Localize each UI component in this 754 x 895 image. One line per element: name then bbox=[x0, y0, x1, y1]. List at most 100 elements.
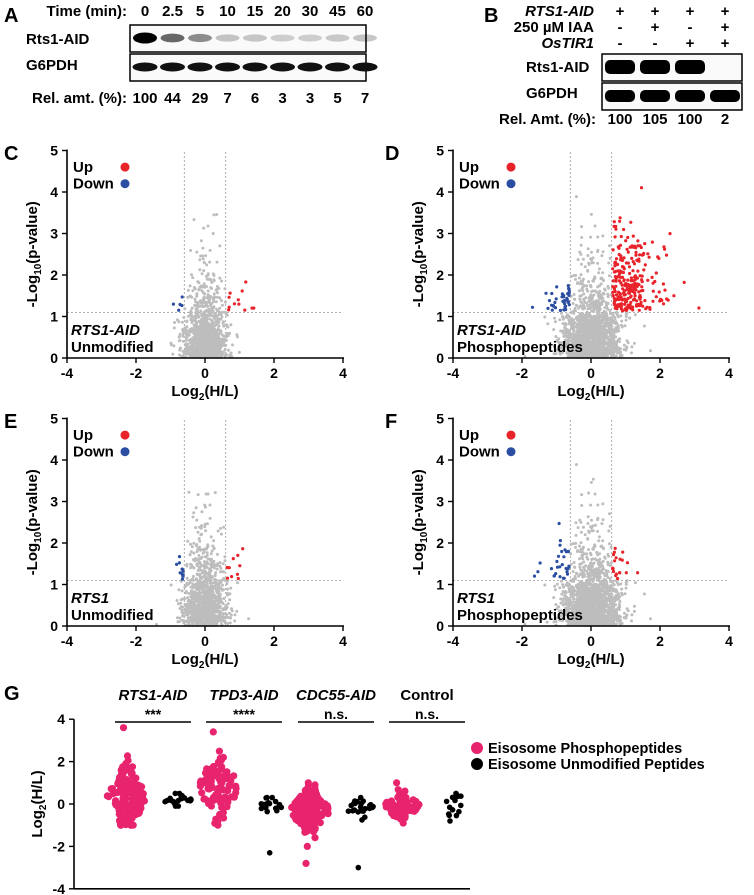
point-nonsig bbox=[199, 533, 203, 537]
point-nonsig bbox=[220, 299, 223, 303]
point-nonsig bbox=[185, 562, 189, 566]
point-nonsig bbox=[572, 325, 576, 329]
point-nonsig bbox=[560, 592, 564, 596]
point-nonsig bbox=[233, 613, 237, 617]
point-nonsig bbox=[191, 289, 195, 293]
point-nonsig bbox=[591, 524, 595, 528]
point-down bbox=[177, 555, 182, 559]
point-nonsig bbox=[233, 619, 237, 623]
point-nonsig bbox=[208, 503, 212, 507]
point-nonsig bbox=[600, 568, 604, 572]
point-up bbox=[646, 278, 650, 282]
point-nonsig bbox=[609, 320, 613, 324]
point-nonsig bbox=[202, 261, 206, 265]
point-nonsig bbox=[596, 261, 600, 265]
point-nonsig bbox=[187, 329, 191, 333]
point-nonsig bbox=[195, 324, 199, 328]
point-nonsig bbox=[215, 564, 219, 568]
point-up bbox=[663, 288, 667, 292]
point-up bbox=[236, 298, 240, 302]
point-nonsig bbox=[606, 295, 610, 299]
point-nonsig bbox=[186, 348, 190, 352]
rel-amt-values: 100 44 29 7 6 3 3 5 7 bbox=[132, 90, 369, 107]
point-nonsig bbox=[581, 554, 585, 557]
point-nonsig bbox=[208, 325, 211, 329]
point-up bbox=[643, 299, 647, 303]
point-nonsig bbox=[218, 306, 222, 310]
point-nonsig bbox=[182, 621, 186, 625]
point-nonsig bbox=[616, 349, 620, 353]
point-nonsig bbox=[194, 577, 198, 581]
point-nonsig bbox=[594, 299, 598, 303]
rel-amt-value: 44 bbox=[164, 90, 181, 107]
point-nonsig bbox=[196, 604, 200, 607]
y-tick-label: 2 bbox=[436, 267, 444, 283]
point-up bbox=[654, 295, 658, 299]
point-nonsig bbox=[188, 553, 192, 557]
point-nonsig bbox=[590, 321, 594, 325]
point-up bbox=[237, 302, 241, 306]
point-nonsig bbox=[210, 287, 213, 290]
point-nonsig bbox=[590, 250, 593, 254]
condition-sign: - bbox=[618, 19, 623, 36]
point-nonsig bbox=[192, 511, 196, 515]
y-tick-label: 4 bbox=[50, 452, 58, 468]
point-nonsig bbox=[215, 288, 218, 292]
point-nonsig bbox=[588, 551, 592, 555]
point-nonsig bbox=[187, 345, 191, 349]
point-nonsig bbox=[193, 339, 197, 343]
point-nonsig bbox=[182, 339, 185, 343]
b-rel-amt-value: 100 bbox=[677, 111, 702, 128]
point-nonsig bbox=[594, 314, 598, 318]
legend-up-marker bbox=[506, 162, 516, 172]
point-nonsig bbox=[584, 319, 588, 323]
point-nonsig bbox=[226, 587, 229, 591]
point-nonsig bbox=[219, 317, 223, 321]
point-nonsig bbox=[212, 292, 216, 296]
point-nonsig bbox=[205, 285, 208, 288]
point-nonsig bbox=[596, 318, 600, 322]
point-up bbox=[225, 565, 229, 570]
point-nonsig bbox=[195, 583, 199, 587]
point-nonsig bbox=[201, 305, 205, 309]
point-up bbox=[672, 294, 676, 298]
point-up bbox=[636, 269, 640, 273]
point-nonsig bbox=[567, 315, 571, 318]
point-nonsig bbox=[200, 285, 204, 289]
point-nonsig bbox=[203, 338, 207, 342]
point-nonsig bbox=[202, 550, 206, 554]
point-nonsig bbox=[204, 577, 207, 581]
point-nonsig bbox=[605, 323, 609, 327]
y-tick-label: 4 bbox=[436, 184, 444, 200]
point-down bbox=[566, 292, 570, 296]
point-nonsig bbox=[553, 584, 557, 588]
point-nonsig bbox=[207, 590, 211, 594]
point-nonsig bbox=[186, 539, 190, 543]
time-value: 60 bbox=[357, 3, 374, 20]
point-up bbox=[611, 290, 615, 294]
point-nonsig bbox=[583, 284, 586, 288]
x-tick-label: 4 bbox=[725, 365, 733, 381]
point-nonsig bbox=[628, 316, 632, 320]
point-nonsig bbox=[213, 574, 217, 578]
x-tick-label: -4 bbox=[61, 633, 74, 649]
point-nonsig bbox=[180, 320, 184, 324]
point-nonsig bbox=[595, 310, 599, 314]
point-nonsig bbox=[209, 278, 213, 282]
point-up bbox=[620, 298, 625, 302]
point-nonsig bbox=[579, 273, 583, 277]
x-axis-label: Log2(H/L) bbox=[557, 383, 624, 403]
point-down bbox=[550, 308, 554, 312]
point-nonsig bbox=[561, 317, 565, 321]
point-nonsig bbox=[186, 616, 190, 620]
point-nonsig bbox=[606, 307, 610, 311]
point-nonsig bbox=[223, 287, 227, 291]
point-nonsig bbox=[197, 288, 201, 292]
point-down bbox=[181, 569, 185, 573]
point-down bbox=[558, 308, 563, 312]
point-nonsig bbox=[217, 589, 221, 593]
band-g6pdh bbox=[160, 62, 185, 72]
b-band-rts1-aid bbox=[640, 60, 670, 74]
point-nonsig bbox=[611, 313, 615, 316]
x-tick-label: -4 bbox=[447, 365, 460, 381]
